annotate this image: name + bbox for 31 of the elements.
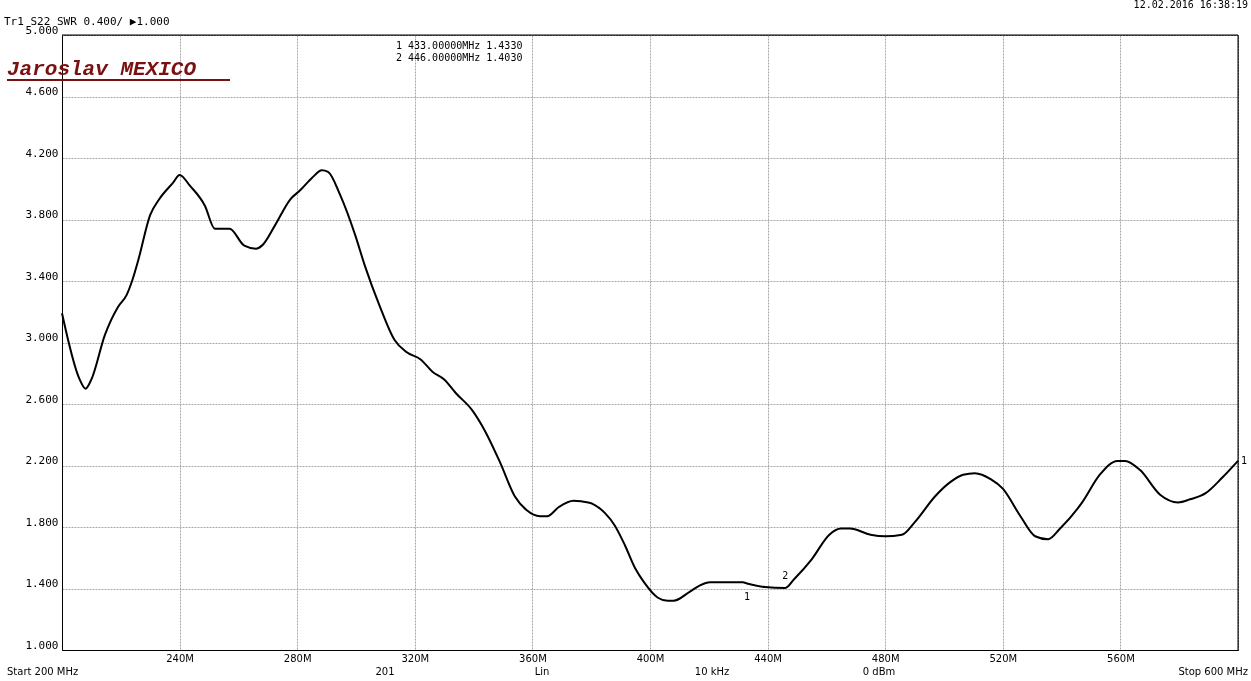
y-tick-label: 4.600: [25, 85, 59, 98]
x-tick-label: 560M: [1107, 652, 1135, 664]
text: Stop 600 MHz: [1178, 666, 1248, 677]
x-tick-label: 320M: [401, 652, 430, 664]
annotation: 1 433.00000MHz 1.4330: [396, 40, 523, 51]
x-tick-label: 240M: [166, 652, 194, 664]
text: 12.02.2016 16:38:19: [1133, 0, 1248, 10]
y-tick-label: 2.200: [25, 454, 59, 467]
x-tick-label: 480M: [871, 652, 900, 664]
x-tick-label: 440M: [754, 652, 782, 664]
text: 0 dBm: [862, 666, 896, 677]
y-tick-label: 3.400: [25, 269, 59, 283]
x-tick-label: 280M: [283, 652, 312, 664]
y-tick-label: 3.800: [25, 208, 59, 221]
annotation: 2 446.00000MHz 1.4030: [396, 52, 523, 63]
y-tick-label: 3.000: [25, 331, 59, 344]
annotation: 2: [782, 570, 789, 582]
x-tick-label: 360M: [519, 652, 547, 664]
annotation: 1: [1240, 454, 1248, 466]
y-tick-label: 1.000: [25, 638, 59, 652]
x-tick-label: 400M: [636, 652, 665, 664]
y-tick-label: 2.600: [25, 392, 59, 406]
text: 201: [375, 666, 395, 677]
y-tick-label: 1.800: [25, 515, 59, 529]
annotation: 1: [744, 591, 751, 603]
y-tick-label: 1.400: [25, 577, 59, 590]
text: Start 200 MHz: [7, 666, 79, 677]
x-tick-label: 520M: [989, 652, 1018, 664]
text: Lin: [534, 666, 550, 677]
text: 10 kHz: [694, 666, 730, 677]
y-tick-label: 4.200: [25, 146, 59, 160]
